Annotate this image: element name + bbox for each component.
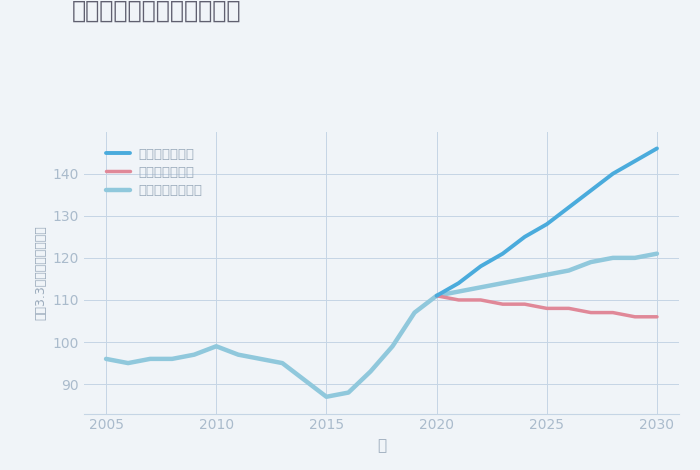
グッドシナリオ [454, 280, 463, 286]
グッドシナリオ [565, 204, 573, 210]
Line: グッドシナリオ: グッドシナリオ [437, 149, 657, 296]
バッドシナリオ [454, 297, 463, 303]
グッドシナリオ [542, 221, 551, 227]
X-axis label: 年: 年 [377, 438, 386, 453]
グッドシナリオ [653, 146, 662, 151]
ノーマルシナリオ [102, 356, 110, 362]
ノーマルシナリオ [477, 284, 485, 290]
ノーマルシナリオ [565, 268, 573, 274]
ノーマルシナリオ [146, 356, 154, 362]
バッドシナリオ [631, 314, 639, 320]
バッドシナリオ [498, 301, 507, 307]
バッドシナリオ [477, 297, 485, 303]
グッドシナリオ [433, 293, 441, 298]
ノーマルシナリオ [609, 255, 617, 261]
Text: 中古マンションの価格推移: 中古マンションの価格推移 [72, 0, 242, 23]
Line: バッドシナリオ: バッドシナリオ [437, 296, 657, 317]
グッドシナリオ [609, 171, 617, 177]
ノーマルシナリオ [190, 352, 198, 358]
Line: ノーマルシナリオ: ノーマルシナリオ [106, 254, 657, 397]
ノーマルシナリオ [300, 377, 309, 383]
バッドシナリオ [653, 314, 662, 320]
ノーマルシナリオ [366, 368, 375, 374]
Legend: グッドシナリオ, バッドシナリオ, ノーマルシナリオ: グッドシナリオ, バッドシナリオ, ノーマルシナリオ [102, 144, 206, 201]
ノーマルシナリオ [454, 289, 463, 294]
バッドシナリオ [521, 301, 529, 307]
バッドシナリオ [565, 306, 573, 311]
ノーマルシナリオ [212, 344, 220, 349]
ノーマルシナリオ [410, 310, 419, 315]
ノーマルシナリオ [653, 251, 662, 257]
ノーマルシナリオ [587, 259, 595, 265]
ノーマルシナリオ [168, 356, 176, 362]
グッドシナリオ [521, 234, 529, 240]
グッドシナリオ [498, 251, 507, 257]
ノーマルシナリオ [278, 360, 286, 366]
バッドシナリオ [433, 293, 441, 298]
ノーマルシナリオ [389, 344, 397, 349]
ノーマルシナリオ [521, 276, 529, 282]
ノーマルシナリオ [542, 272, 551, 277]
ノーマルシナリオ [322, 394, 330, 399]
Y-axis label: 坪（3.3㎡）単価（万円）: 坪（3.3㎡）単価（万円） [34, 225, 47, 320]
グッドシナリオ [587, 188, 595, 193]
グッドシナリオ [477, 264, 485, 269]
ノーマルシナリオ [498, 280, 507, 286]
ノーマルシナリオ [344, 390, 353, 395]
ノーマルシナリオ [234, 352, 242, 358]
ノーマルシナリオ [631, 255, 639, 261]
バッドシナリオ [587, 310, 595, 315]
グッドシナリオ [631, 158, 639, 164]
ノーマルシナリオ [433, 293, 441, 298]
ノーマルシナリオ [124, 360, 132, 366]
バッドシナリオ [609, 310, 617, 315]
ノーマルシナリオ [256, 356, 265, 362]
バッドシナリオ [542, 306, 551, 311]
